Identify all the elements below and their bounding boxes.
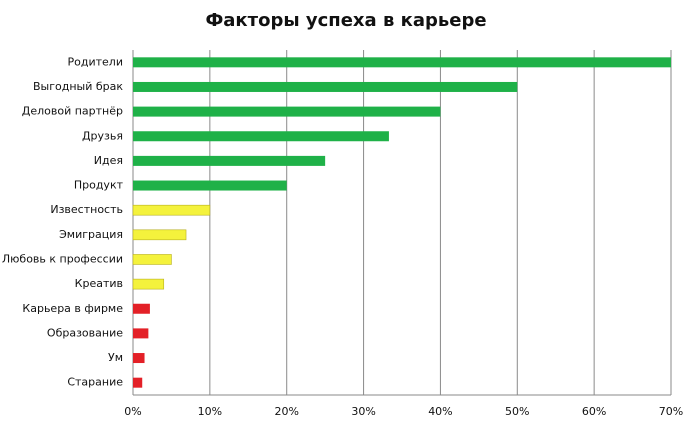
x-tick-label: 60% <box>582 405 606 418</box>
bar <box>132 204 211 216</box>
y-tick-label: Ум <box>108 351 123 364</box>
bar <box>133 81 518 92</box>
bar <box>133 106 441 117</box>
x-tick-label: 0% <box>124 405 141 418</box>
y-tick-label: Старание <box>67 376 123 389</box>
bar <box>132 254 172 265</box>
x-tick-label: 20% <box>274 405 298 418</box>
x-tick-label: 30% <box>351 405 375 418</box>
y-tick-label: Известность <box>50 203 123 216</box>
bar <box>133 57 671 68</box>
y-tick-label: Эмиграция <box>59 228 123 241</box>
y-tick-label: Родители <box>68 55 123 68</box>
x-tick-label: 50% <box>505 405 529 418</box>
bar <box>133 180 287 191</box>
chart-title: Факторы успеха в карьере <box>205 10 486 31</box>
bar <box>133 155 326 166</box>
bar <box>132 229 187 241</box>
y-tick-label: Продукт <box>74 179 124 192</box>
y-tick-label: Выгодный брак <box>33 80 123 93</box>
y-tick-label: Друзья <box>82 129 123 142</box>
y-tick-label: Креатив <box>75 277 123 290</box>
x-tick-label: 70% <box>659 405 683 418</box>
y-tick-label: Деловой партнёр <box>22 105 123 118</box>
x-tick-label: 10% <box>198 405 222 418</box>
bar <box>133 303 150 314</box>
x-tick-label: 40% <box>428 405 452 418</box>
y-tick-label: Любовь к профессии <box>2 252 123 265</box>
bar <box>133 353 145 364</box>
bar <box>133 377 143 388</box>
y-tick-label: Карьера в фирме <box>22 302 123 315</box>
bar <box>133 328 149 339</box>
bar <box>132 278 165 290</box>
y-tick-label: Идея <box>94 154 123 167</box>
y-tick-label: Образование <box>47 326 123 339</box>
bar <box>133 131 389 142</box>
